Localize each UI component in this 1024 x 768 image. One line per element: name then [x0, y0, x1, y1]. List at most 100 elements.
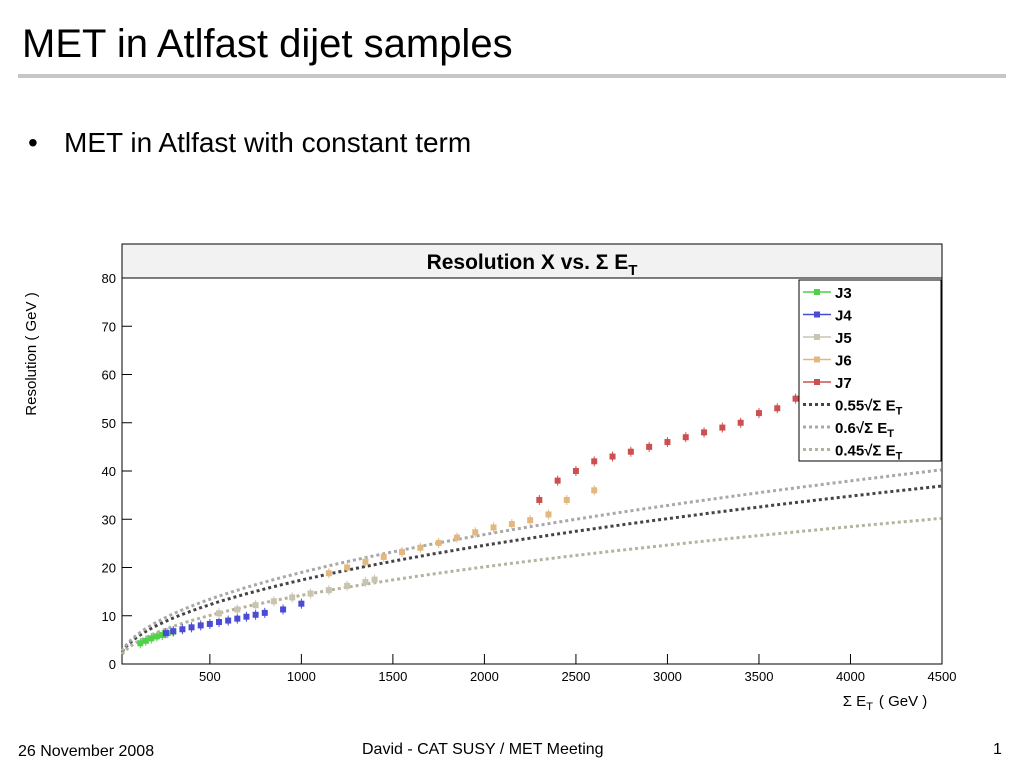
legend-label: 0.45√Σ ET: [835, 443, 903, 463]
data-point: [737, 419, 744, 426]
data-point: [252, 611, 259, 618]
bullet-text: MET in Atlfast with constant term: [64, 127, 472, 158]
x-tick-label: 2500: [561, 669, 590, 684]
y-axis-label: Resolution ( GeV ): [23, 292, 40, 415]
legend-label-subscript: T: [896, 406, 903, 418]
axes-layer: 0 10 20 30 40 50 60 70 80 500 1000 1500 2000 2500 3000…: [102, 271, 957, 684]
page-number: 1: [993, 741, 1002, 758]
x-axis-label-subscript: T: [866, 701, 873, 713]
legend-marker: [814, 379, 820, 385]
x-tick-label: 500: [199, 669, 221, 684]
x-axis-label-text: Σ E: [843, 693, 866, 710]
legend-marker: [814, 311, 820, 318]
data-point: [774, 405, 781, 412]
legend-marker: [814, 289, 820, 295]
x-tick-label: 3500: [745, 669, 774, 684]
data-point: [344, 564, 351, 571]
x-axis-label: Σ ET ( GeV ): [843, 693, 928, 713]
legend-marker: [814, 356, 820, 363]
x-tick-label: 4500: [928, 669, 957, 684]
data-point: [362, 578, 369, 585]
chart-title-text: Resolution X vs. Σ E: [427, 251, 629, 274]
data-point: [216, 610, 223, 617]
data-point: [453, 534, 460, 541]
data-point: [572, 468, 579, 474]
data-point: [472, 529, 479, 536]
slide-title: MET in Atlfast dijet samples: [22, 22, 513, 66]
data-point: [280, 606, 287, 613]
legend-label-text: J4: [835, 308, 852, 325]
data-point: [527, 517, 534, 524]
curves-layer: [120, 468, 942, 656]
data-point: [148, 635, 155, 642]
legend-label: J7: [835, 375, 852, 392]
legend-label-subscript: T: [896, 451, 903, 463]
legend-marker: [814, 334, 820, 340]
y-tick-label: 40: [102, 464, 116, 479]
data-point: [591, 487, 598, 494]
y-tick-label: 0: [109, 657, 116, 672]
data-point: [719, 424, 726, 431]
legend-label-text: 0.45√Σ E: [835, 443, 896, 460]
data-point: [490, 524, 497, 531]
legend-box: [798, 279, 942, 462]
data-point: [234, 615, 241, 622]
y-tick-label: 70: [102, 319, 116, 334]
legend-label: 0.6√Σ ET: [835, 420, 894, 440]
data-point: [261, 609, 268, 616]
data-point: [307, 590, 314, 597]
fit-curve: [120, 468, 942, 652]
data-point: [206, 620, 213, 627]
data-point: [536, 496, 543, 503]
data-point: [289, 594, 296, 601]
x-axis-label-unit: ( GeV ): [879, 693, 927, 710]
y-tick-label: 30: [102, 512, 116, 527]
legend-label-text: J7: [835, 375, 852, 392]
legend-label-text: J5: [835, 330, 852, 347]
x-tick-label: 4000: [836, 669, 865, 684]
data-point: [159, 632, 166, 639]
chart-title-subscript: T: [628, 262, 637, 279]
legend-label: J4: [835, 308, 852, 325]
data-point: [371, 576, 378, 583]
fit-curve: [120, 484, 942, 654]
data-point: [153, 633, 160, 640]
title-rule: [18, 74, 1006, 78]
data-point: [142, 637, 149, 644]
legend-label-text: 0.6√Σ E: [835, 420, 887, 437]
data-point: [225, 617, 232, 624]
y-tick-label: 60: [102, 368, 116, 383]
data-point: [298, 600, 305, 607]
data-point: [399, 549, 406, 556]
data-point: [609, 453, 616, 460]
data-point: [188, 624, 195, 631]
data-point: [325, 587, 332, 594]
data-point: [755, 410, 762, 417]
legend-label: J6: [835, 353, 852, 370]
data-point: [591, 458, 598, 465]
data-point: [252, 602, 259, 609]
x-tick-label: 1000: [287, 669, 316, 684]
data-point: [162, 630, 169, 637]
y-tick-label: 10: [102, 609, 116, 624]
data-point: [137, 640, 144, 647]
data-point: [435, 539, 442, 546]
data-point: [664, 439, 671, 446]
data-point: [325, 570, 332, 577]
bullet-item: • MET in Atlfast with constant term: [28, 126, 471, 160]
data-point: [554, 477, 561, 484]
legend-label: 0.55√Σ ET: [835, 398, 903, 418]
data-point: [234, 606, 241, 613]
data-point: [380, 553, 387, 560]
data-point: [197, 622, 204, 629]
data-point: [627, 448, 634, 455]
data-point: [545, 511, 552, 518]
legend-label-text: J3: [835, 285, 852, 302]
fit-curve: [120, 516, 942, 656]
data-point: [682, 434, 689, 441]
data-point: [362, 558, 369, 565]
data-point: [701, 429, 708, 436]
legend-label: J3: [835, 285, 852, 302]
